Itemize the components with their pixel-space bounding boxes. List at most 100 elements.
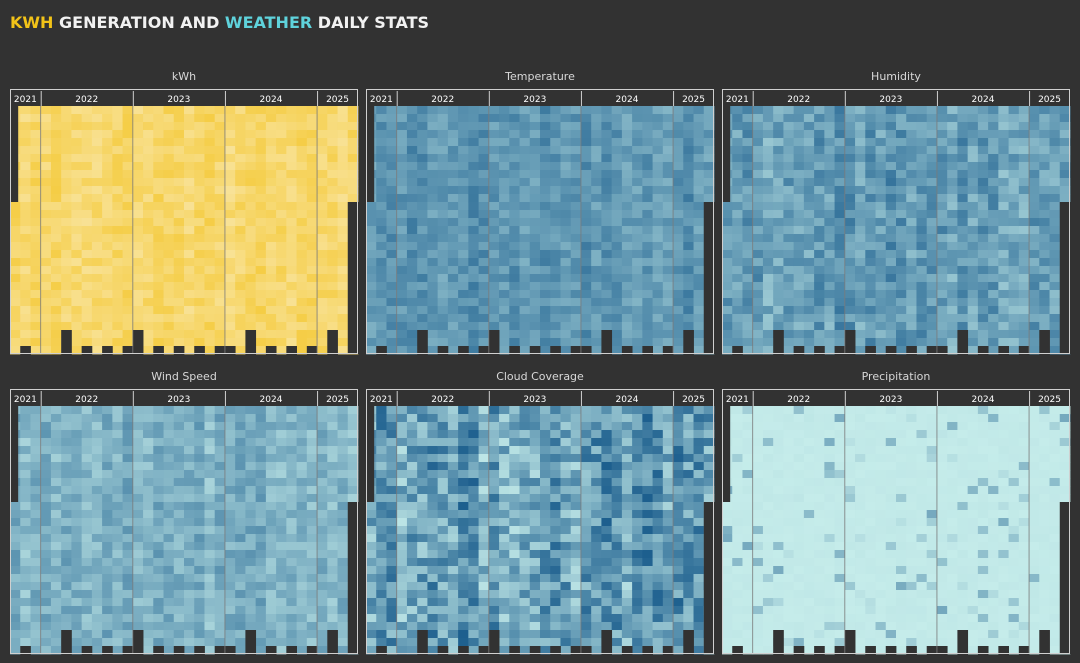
p4-cell (509, 598, 520, 607)
p1-cell (611, 250, 623, 259)
p0-cell (71, 106, 83, 115)
p3-cell (337, 582, 349, 591)
p3-cell (81, 502, 93, 511)
p3-cell (153, 470, 164, 479)
p1-cell (386, 218, 398, 227)
p0-cell (317, 194, 328, 203)
p1-cell (519, 282, 531, 291)
p4-cell (499, 446, 510, 455)
p1-cell (683, 306, 694, 315)
p3-cell (61, 518, 72, 527)
p2-cell (988, 266, 999, 275)
p0-cell (10, 306, 21, 315)
p4-cell (529, 534, 541, 543)
p2-cell (752, 266, 764, 275)
p3-year-label-2025: 2025 (326, 395, 349, 405)
p1-cell (591, 194, 602, 203)
p0-cell (306, 154, 318, 163)
p1-cell (580, 314, 592, 323)
p3-no-data-gap (61, 630, 72, 655)
p3-cell (40, 566, 52, 575)
p2-cell (865, 330, 876, 339)
p3-cell (112, 510, 123, 519)
p4-cell (519, 470, 531, 479)
p4-cell (519, 446, 531, 455)
p0-cell (153, 282, 164, 291)
p3-cell (224, 478, 236, 487)
p0-cell (255, 234, 267, 243)
p0-cell (235, 194, 246, 203)
p3-cell (173, 598, 185, 607)
p3-cell (71, 582, 83, 591)
p2-cell (1029, 226, 1040, 235)
p3-cell (153, 422, 164, 431)
p0-cell (204, 146, 216, 155)
p0-cell (327, 122, 338, 131)
p1-cell (652, 298, 664, 307)
p1-cell (652, 322, 664, 331)
p4-cell (488, 550, 500, 559)
p2-cell (957, 162, 969, 171)
p3-cell (235, 478, 246, 487)
p1-cell (591, 146, 602, 155)
p2-cell (998, 178, 1009, 187)
p3-cell (143, 558, 154, 567)
p2-cell (947, 130, 958, 139)
p3-cell (276, 470, 287, 479)
p1-cell (406, 130, 418, 139)
p4-cell (437, 590, 449, 599)
p0-cell (204, 234, 216, 243)
p2-cell (926, 122, 938, 131)
p1-cell (632, 130, 643, 139)
p0-cell (153, 258, 164, 267)
panel-title-cloud-coverage: Cloud Coverage (496, 370, 584, 383)
p3-cell (184, 606, 195, 615)
p3-cell (255, 526, 267, 535)
p3-cell (327, 518, 338, 527)
p0-cell (296, 106, 308, 115)
p0-cell (153, 306, 164, 315)
p1-cell (529, 338, 541, 347)
p0-cell (143, 346, 154, 355)
p2-cell (855, 194, 866, 203)
p0-cell (214, 322, 226, 331)
p0-cell (327, 202, 338, 211)
p2-cell (722, 338, 733, 347)
p2-cell (1039, 130, 1050, 139)
p3-cell (112, 542, 123, 551)
p1-cell (591, 122, 602, 131)
p3-cell (50, 422, 62, 431)
p0-cell (20, 218, 31, 227)
p0-cell (265, 154, 277, 163)
p2-cell (967, 154, 979, 163)
p1-cell (662, 234, 674, 243)
p1-cell (509, 202, 520, 211)
p2-cell (793, 106, 805, 115)
p2-cell (732, 250, 743, 259)
p0-cell (71, 282, 83, 291)
p4-cell (366, 502, 377, 511)
p1-cell (386, 282, 398, 291)
p3-cell (122, 590, 134, 599)
p3-cell (102, 590, 113, 599)
p4-cell (550, 566, 561, 575)
p0-cell (286, 194, 297, 203)
p3-cell (224, 598, 236, 607)
p0-cell (317, 226, 328, 235)
p4-cell (427, 574, 439, 583)
p0-no-data-gap (132, 330, 144, 355)
p1-cell (366, 210, 377, 219)
p1-cell (601, 178, 613, 187)
p1-cell (540, 218, 551, 227)
p1-cell (662, 298, 674, 307)
p4-cell (509, 518, 520, 527)
p0-cell (143, 218, 154, 227)
p2-cell (906, 130, 917, 139)
p3-cell (153, 454, 164, 463)
p1-cell (591, 322, 602, 331)
p1-cell (632, 346, 643, 355)
p2-cell (916, 178, 928, 187)
p0-cell (184, 218, 195, 227)
p2-cell (977, 130, 989, 139)
p2-cell (947, 122, 958, 131)
